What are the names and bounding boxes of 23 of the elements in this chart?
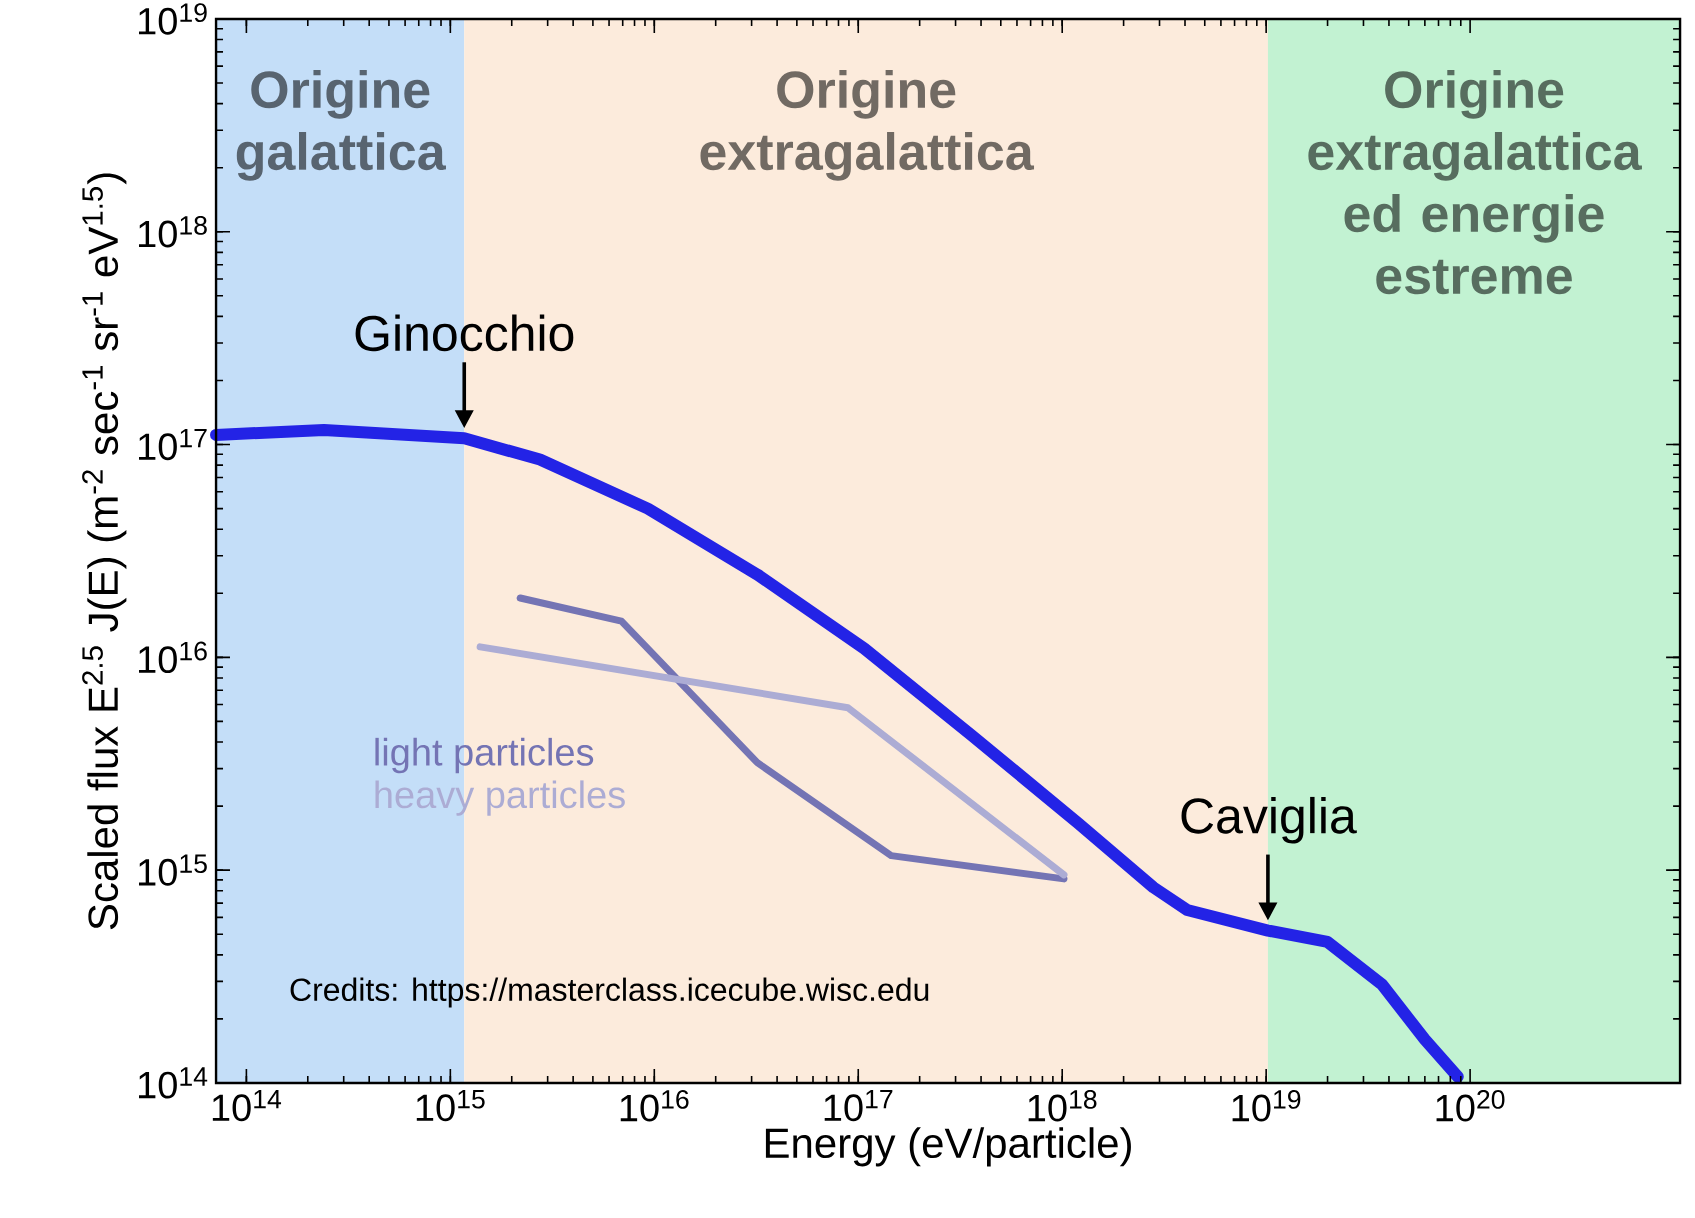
x-tick-label: 10$^{20}$ <box>1436 1090 1505 1122</box>
band-label: Origine extragalattica ed energie estreme <box>1308 70 1642 295</box>
band-label: Origine galattica <box>236 70 446 181</box>
y-tick-label: 10$^{15}$ <box>139 854 207 886</box>
y-tick-label: 10$^{17}$ <box>139 428 207 461</box>
x-tick-label: 10$^{17}$ <box>824 1090 893 1122</box>
y-tick-label: 10$^{14}$ <box>139 1067 208 1099</box>
y-tick-label: 10$^{18}$ <box>139 216 207 248</box>
band-label: Origine extragalattica <box>700 70 1035 181</box>
y-tick-label: 10$^{19}$ <box>139 3 207 35</box>
x-tick-label: 10$^{18}$ <box>1028 1090 1097 1122</box>
x-tick-label: 10$^{16}$ <box>620 1090 689 1122</box>
text: light particles <box>375 737 594 774</box>
y-tick-label: 10$^{16}$ <box>139 641 207 674</box>
x-tick-label: 10$^{14}$ <box>212 1090 282 1122</box>
annotation: Credits: https://masterclass.icecube.wisc.edu <box>290 977 929 1008</box>
text: Scaled flux E$^{2.5}$ J(E) (m$^{-2}$ sec$^{-1}$ sr$^{-1}$ eV$^{1.5}$) <box>82 173 127 930</box>
x-tick-label: 10$^{19}$ <box>1232 1090 1301 1122</box>
annotation: Ginocchio <box>355 314 574 352</box>
text: heavy particles <box>375 780 625 816</box>
x-tick-label: 10$^{15}$ <box>416 1090 485 1122</box>
x-axis-title: Energy (eV/particle) <box>765 1127 1131 1167</box>
annotation: Caviglia <box>1181 796 1357 844</box>
